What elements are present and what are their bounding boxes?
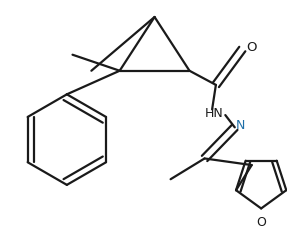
Text: O: O [256,216,266,229]
Text: N: N [236,119,245,132]
Text: HN: HN [204,107,223,120]
Text: O: O [246,41,257,54]
